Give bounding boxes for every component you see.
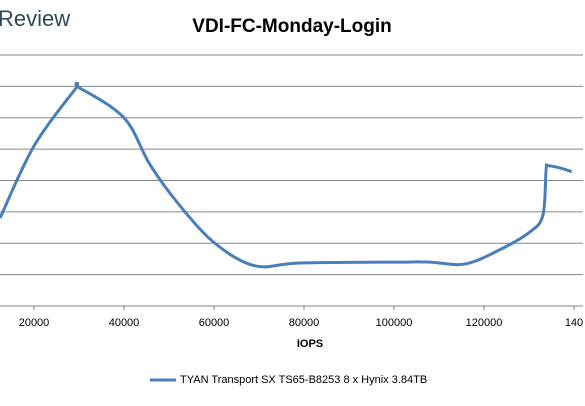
x-tick-label: 20000 bbox=[19, 317, 50, 329]
x-tick-label: 60000 bbox=[199, 317, 230, 329]
chart-title: VDI-FC-Monday-Login bbox=[192, 16, 391, 37]
legend-label: TYAN Transport SX TS65-B8253 8 x Hynix 3… bbox=[180, 374, 427, 386]
watermark: Review bbox=[0, 6, 70, 31]
x-tick-label: 100000 bbox=[376, 317, 413, 329]
series-line bbox=[0, 81, 573, 269]
x-tick-label: 140 bbox=[565, 317, 583, 329]
x-tick-label: 40000 bbox=[109, 317, 140, 329]
x-tick-label: 120000 bbox=[466, 317, 503, 329]
x-axis-label: IOPS bbox=[297, 338, 323, 350]
x-tick-label: 80000 bbox=[289, 317, 320, 329]
